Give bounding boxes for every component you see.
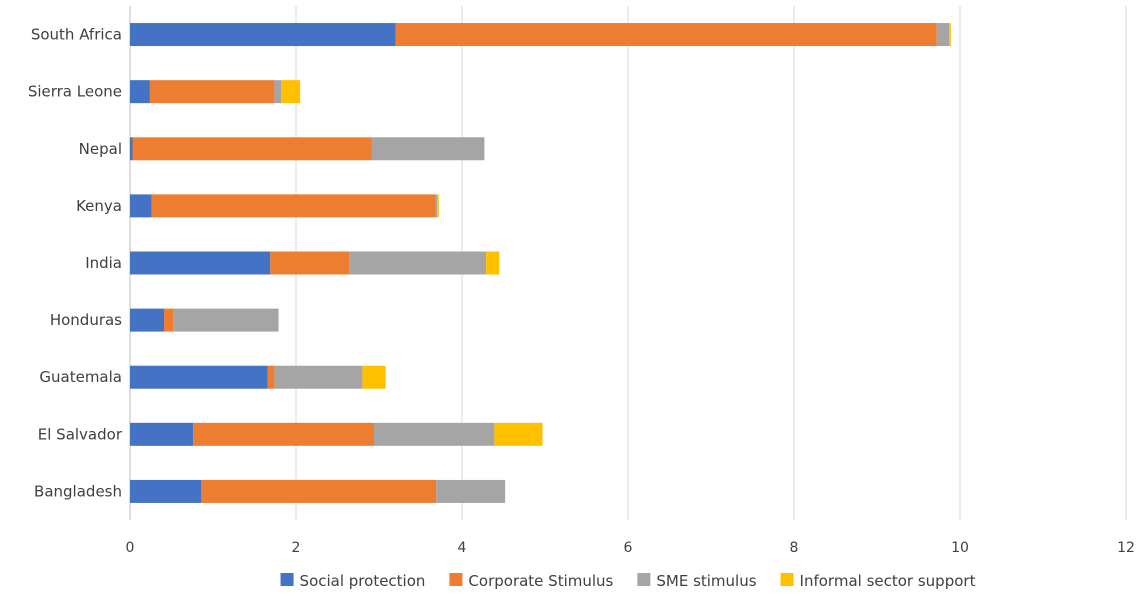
- bar-segment: [130, 194, 152, 218]
- bar-segment: [151, 194, 436, 218]
- bar-segment: [130, 251, 271, 275]
- bar-segment: [267, 365, 275, 389]
- legend-swatch: [637, 573, 651, 586]
- bar-segment: [486, 251, 500, 275]
- x-tick-label: 4: [458, 540, 467, 556]
- bar-segment: [435, 194, 438, 218]
- bar-segment: [130, 479, 202, 503]
- bar-segment: [349, 251, 487, 275]
- bar-segment: [374, 422, 495, 446]
- category-label: South Africa: [31, 26, 122, 44]
- bar-segment: [149, 80, 275, 104]
- x-tick-label: 6: [624, 540, 633, 556]
- category-labels: Bangladesh El Salvador Guatemala Honduras In…: [28, 26, 123, 501]
- bar-segment: [130, 80, 150, 104]
- x-tick-label: 10: [951, 540, 969, 556]
- bar-segment: [130, 23, 396, 47]
- category-label: El Salvador: [38, 425, 123, 443]
- legend-label: Corporate Stimulus: [468, 572, 613, 590]
- bar-segment: [436, 479, 506, 503]
- legend-label: Social protection: [300, 572, 426, 590]
- bar-segment: [164, 308, 174, 332]
- bar-segment: [132, 137, 372, 161]
- bar-segment: [130, 365, 268, 389]
- bar-segment: [395, 23, 937, 47]
- legend-swatch: [449, 573, 463, 586]
- bar-segment: [371, 137, 485, 161]
- x-tick-label: 0: [126, 540, 135, 556]
- bar-segment: [274, 365, 363, 389]
- category-label: India: [85, 254, 122, 272]
- bar-segment: [130, 137, 133, 161]
- category-label: Bangladesh: [34, 482, 122, 500]
- bar-segment: [274, 80, 282, 104]
- bar-segment: [362, 365, 386, 389]
- legend-swatch: [280, 573, 294, 586]
- x-tick-label: 8: [790, 540, 799, 556]
- bar-segment: [130, 308, 165, 332]
- bar-segment: [173, 308, 279, 332]
- bar-segment: [281, 80, 301, 104]
- category-label: Sierra Leone: [28, 83, 122, 101]
- bar-segment: [936, 23, 950, 47]
- bar-segment: [949, 23, 951, 47]
- x-tick-labels: 0 2 4 6 8 10 12: [126, 540, 1135, 556]
- x-tick-label: 12: [1117, 540, 1135, 556]
- bar-segment: [437, 194, 439, 218]
- bar-segment: [270, 251, 350, 275]
- legend: Social protection Corporate Stimulus SME s…: [280, 572, 976, 590]
- category-label: Nepal: [79, 140, 122, 158]
- category-label: Kenya: [76, 197, 122, 215]
- legend-label: Informal sector support: [800, 572, 976, 590]
- bar-segment: [494, 422, 543, 446]
- legend-label: SME stimulus: [656, 572, 756, 590]
- category-label: Guatemala: [39, 368, 122, 386]
- category-label: Honduras: [50, 311, 122, 329]
- legend-swatch: [780, 573, 794, 586]
- x-tick-label: 2: [292, 540, 301, 556]
- bar-segment: [193, 422, 375, 446]
- bar-segment: [130, 422, 194, 446]
- bars: [130, 23, 951, 503]
- bar-segment: [201, 479, 437, 503]
